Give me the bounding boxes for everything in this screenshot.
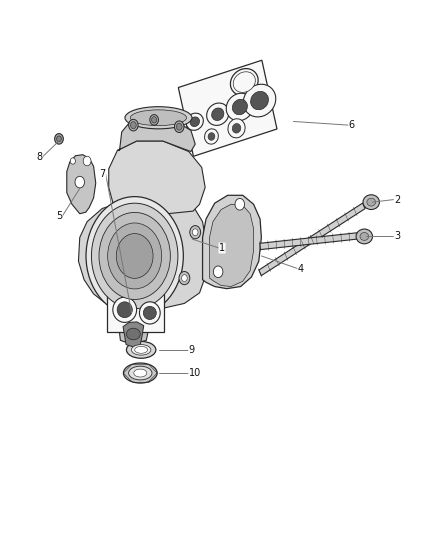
Polygon shape <box>67 155 96 214</box>
Ellipse shape <box>233 72 255 92</box>
Ellipse shape <box>127 342 156 358</box>
Ellipse shape <box>190 117 199 126</box>
Ellipse shape <box>117 302 132 318</box>
Text: 6: 6 <box>349 120 355 130</box>
Polygon shape <box>178 60 277 156</box>
Polygon shape <box>123 322 144 346</box>
Ellipse shape <box>86 197 184 316</box>
Ellipse shape <box>207 103 229 125</box>
Ellipse shape <box>226 93 254 121</box>
Ellipse shape <box>124 363 157 383</box>
Ellipse shape <box>131 110 187 126</box>
Ellipse shape <box>356 229 372 244</box>
Text: 1: 1 <box>219 243 225 253</box>
Ellipse shape <box>108 223 162 289</box>
Ellipse shape <box>143 306 156 319</box>
Polygon shape <box>209 204 254 287</box>
Text: 3: 3 <box>394 231 400 241</box>
Ellipse shape <box>367 198 375 206</box>
Ellipse shape <box>129 119 138 131</box>
Text: 10: 10 <box>189 368 201 378</box>
Ellipse shape <box>208 133 215 140</box>
Ellipse shape <box>113 297 137 322</box>
Ellipse shape <box>363 195 379 209</box>
Ellipse shape <box>75 176 85 188</box>
Polygon shape <box>107 294 164 333</box>
Ellipse shape <box>192 229 198 236</box>
Text: 7: 7 <box>99 169 106 179</box>
Ellipse shape <box>55 134 64 144</box>
Ellipse shape <box>57 136 61 142</box>
Ellipse shape <box>92 203 178 309</box>
Ellipse shape <box>150 115 159 125</box>
Ellipse shape <box>233 99 247 115</box>
Ellipse shape <box>127 328 140 340</box>
Ellipse shape <box>99 213 170 300</box>
Ellipse shape <box>134 369 147 377</box>
Ellipse shape <box>179 271 190 285</box>
Ellipse shape <box>235 198 244 210</box>
Ellipse shape <box>205 129 218 144</box>
Polygon shape <box>202 195 261 289</box>
Ellipse shape <box>131 344 151 355</box>
Ellipse shape <box>230 69 258 95</box>
Text: 4: 4 <box>298 264 304 273</box>
Ellipse shape <box>129 366 152 380</box>
Text: 5: 5 <box>56 211 63 221</box>
Ellipse shape <box>213 266 223 278</box>
Polygon shape <box>116 310 150 344</box>
Ellipse shape <box>232 124 241 133</box>
Ellipse shape <box>125 107 192 129</box>
Text: 9: 9 <box>189 345 195 355</box>
Ellipse shape <box>212 108 224 120</box>
Ellipse shape <box>186 113 203 131</box>
Polygon shape <box>259 203 365 276</box>
Polygon shape <box>78 200 206 310</box>
Ellipse shape <box>251 91 268 110</box>
Ellipse shape <box>139 302 160 324</box>
Ellipse shape <box>174 121 184 133</box>
Ellipse shape <box>152 117 157 123</box>
Text: 2: 2 <box>394 195 400 205</box>
Ellipse shape <box>243 84 276 117</box>
Ellipse shape <box>131 122 136 128</box>
Ellipse shape <box>228 119 245 138</box>
Polygon shape <box>109 141 205 214</box>
Ellipse shape <box>117 233 153 278</box>
Text: 8: 8 <box>36 152 42 162</box>
Ellipse shape <box>134 346 148 353</box>
Ellipse shape <box>360 232 369 240</box>
Ellipse shape <box>83 156 91 166</box>
Polygon shape <box>260 233 357 249</box>
Ellipse shape <box>182 274 187 281</box>
Polygon shape <box>117 116 195 151</box>
Ellipse shape <box>190 225 201 239</box>
Ellipse shape <box>70 158 75 164</box>
Ellipse shape <box>177 123 182 130</box>
